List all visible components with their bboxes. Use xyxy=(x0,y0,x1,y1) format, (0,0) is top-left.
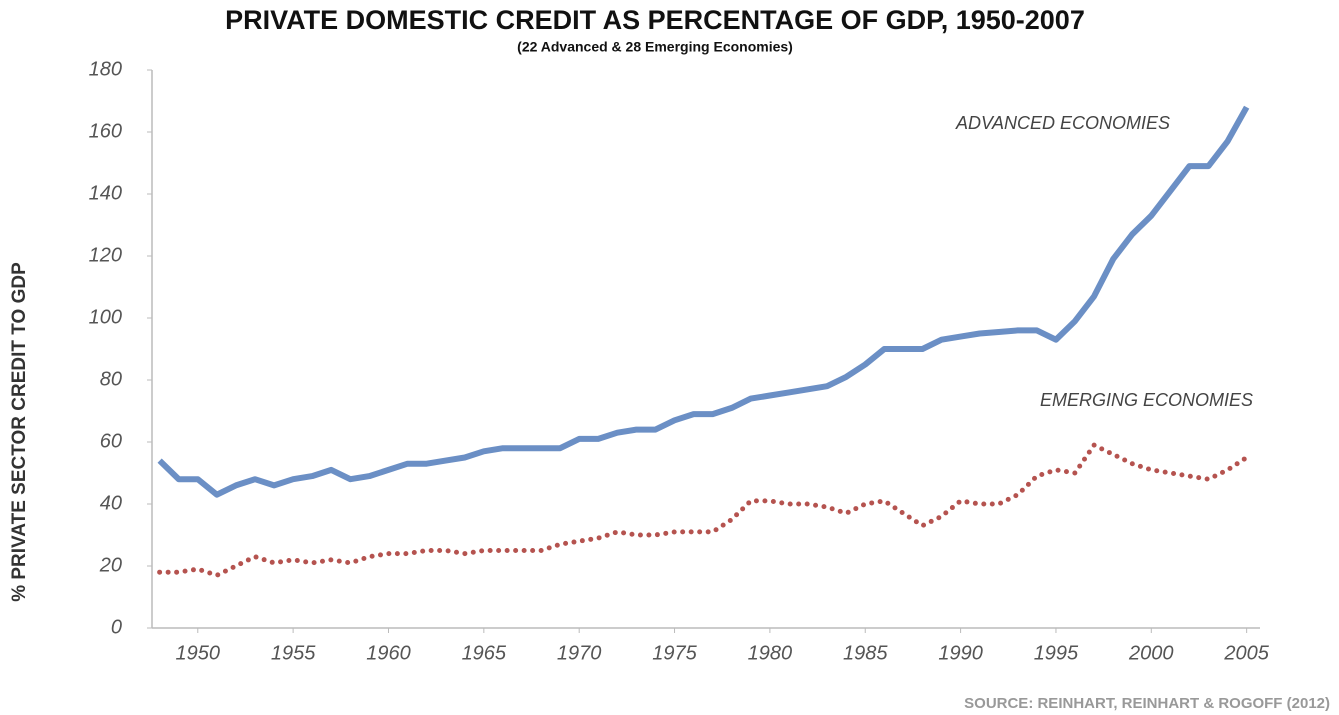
y-tick-label: 40 xyxy=(100,492,122,514)
y-tick-label: 180 xyxy=(89,58,122,80)
y-tick-label: 20 xyxy=(99,554,122,576)
y-tick-label: 120 xyxy=(89,244,122,266)
series-line xyxy=(157,442,1250,578)
series-label: EMERGING ECONOMIES xyxy=(1040,390,1253,410)
y-tick-label: 160 xyxy=(89,120,122,142)
x-tick-label: 1975 xyxy=(652,642,697,664)
x-tick-label: 1970 xyxy=(557,642,602,664)
x-tick-label: 2000 xyxy=(1128,642,1174,664)
x-tick-label: 1960 xyxy=(366,642,411,664)
x-tick-label: 1990 xyxy=(938,642,983,664)
x-tick-label: 1980 xyxy=(748,642,793,664)
x-tick-label: 1965 xyxy=(462,642,507,664)
x-tick-label: 2005 xyxy=(1223,642,1269,664)
x-tick-label: 1985 xyxy=(843,642,888,664)
y-tick-label: 0 xyxy=(111,616,122,638)
series-line xyxy=(157,105,1250,498)
y-axis-label: % PRIVATE SECTOR CREDIT TO GDP xyxy=(9,262,30,602)
x-tick-label: 1995 xyxy=(1034,642,1079,664)
y-tick-label: 140 xyxy=(89,182,122,204)
y-tick-label: 100 xyxy=(89,306,122,328)
series-label: ADVANCED ECONOMIES xyxy=(955,113,1170,133)
chart-title: PRIVATE DOMESTIC CREDIT AS PERCENTAGE OF… xyxy=(225,5,1085,35)
source-note: SOURCE: REINHART, REINHART & ROGOFF (201… xyxy=(964,695,1330,712)
y-tick-label: 80 xyxy=(100,368,122,390)
y-tick-label: 60 xyxy=(100,430,122,452)
x-tick-label: 1950 xyxy=(176,642,221,664)
chart-subtitle: (22 Advanced & 28 Emerging Economies) xyxy=(517,39,793,55)
x-tick-label: 1955 xyxy=(271,642,316,664)
